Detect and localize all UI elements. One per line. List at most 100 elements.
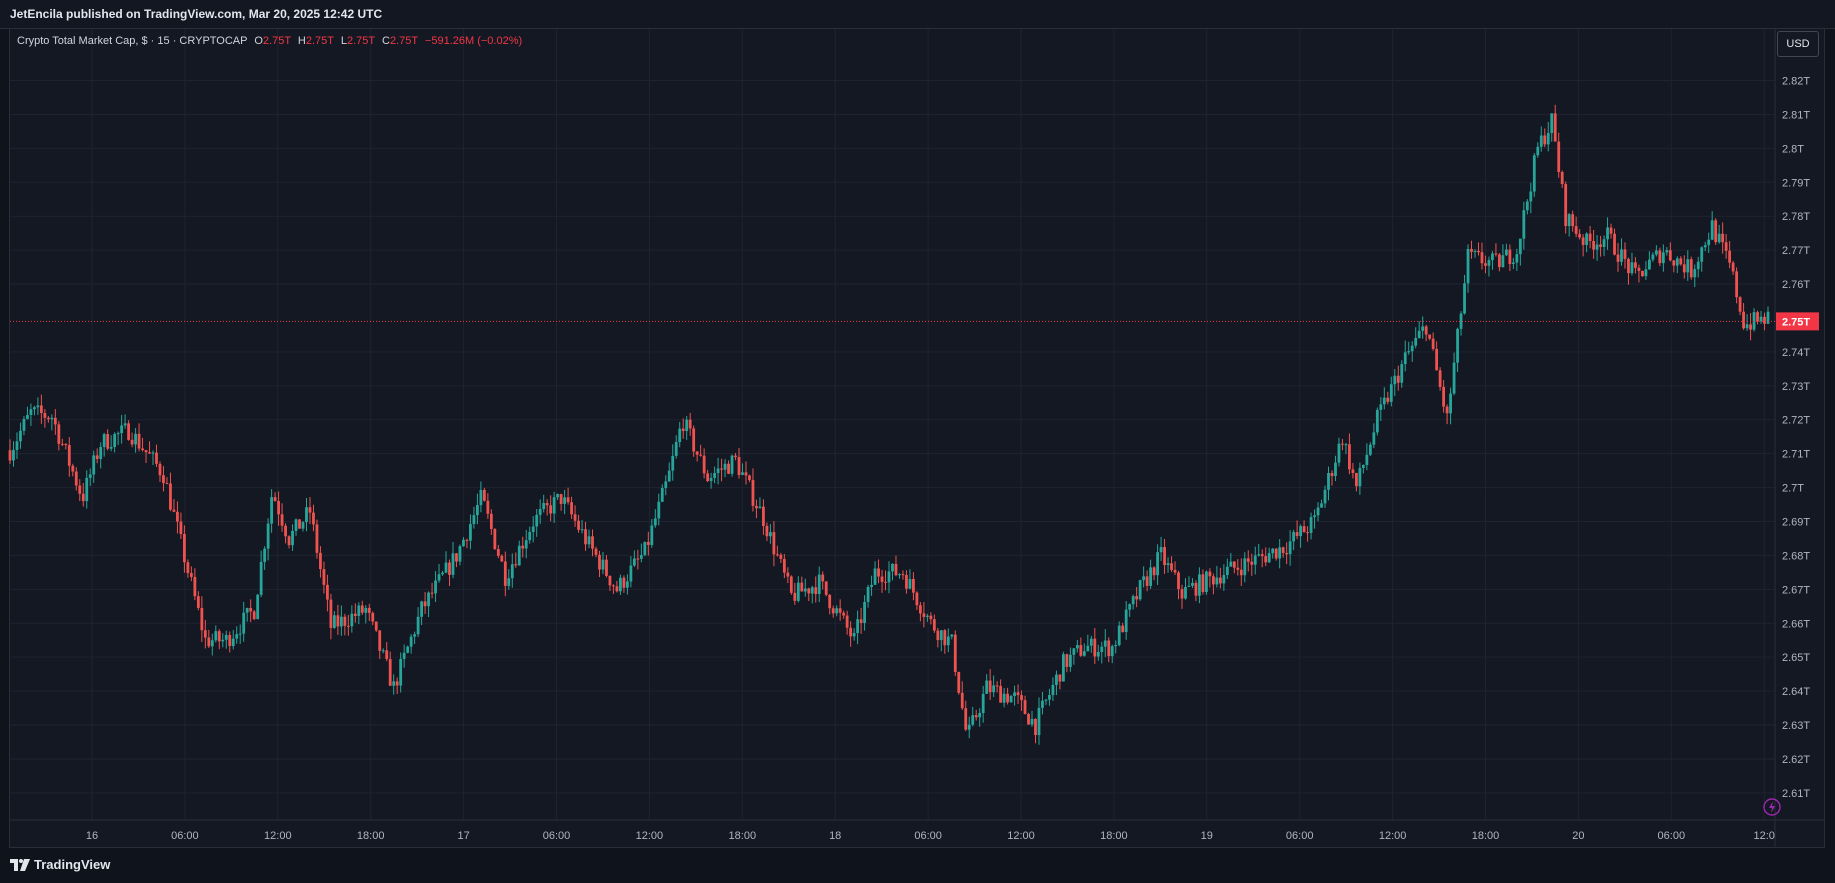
tradingview-wordmark: TradingView <box>34 857 111 872</box>
candle-body <box>782 558 786 573</box>
candle-body <box>866 586 870 602</box>
candle-body <box>1177 572 1180 590</box>
candle-body <box>29 409 33 415</box>
candle-body <box>584 529 587 545</box>
currency-button[interactable]: USD <box>1777 31 1819 57</box>
candle-body <box>1438 370 1442 387</box>
candle-body <box>632 558 636 566</box>
candle-body <box>1128 604 1132 610</box>
candle-body <box>162 475 165 484</box>
candle-body <box>905 575 908 589</box>
candle-body <box>807 588 811 594</box>
price-tick-label: 2.74T <box>1782 347 1810 359</box>
candle-body <box>615 586 619 592</box>
candle-body <box>266 523 270 549</box>
candle-body <box>1048 695 1051 700</box>
candle-body <box>1027 714 1030 725</box>
candle-body <box>451 553 455 575</box>
candle-body <box>1532 155 1536 192</box>
candle-body <box>681 428 685 432</box>
publish-line: JetEncila published on TradingView.com, … <box>10 7 383 21</box>
candle-body <box>1536 146 1540 156</box>
candle-body <box>357 605 361 616</box>
time-tick-label: 18:00 <box>357 830 385 842</box>
candle-body <box>1470 248 1473 252</box>
candle-body <box>786 572 790 577</box>
candle-body <box>570 502 573 515</box>
price-tick-label: 2.71T <box>1782 449 1810 461</box>
candle-body <box>646 541 650 545</box>
candle-body <box>388 659 392 686</box>
candle-body <box>1103 640 1107 647</box>
candle-body <box>245 607 249 613</box>
candle-body <box>769 532 772 537</box>
candle-body <box>489 513 493 529</box>
candle-body <box>1225 566 1229 575</box>
candle-body <box>981 693 985 714</box>
candle-body <box>1654 250 1658 255</box>
candle-body <box>444 562 448 573</box>
candle-body <box>775 554 779 556</box>
candle-body <box>339 616 343 627</box>
candle-body <box>1724 242 1728 251</box>
candle-body <box>762 506 765 526</box>
candle-body <box>912 578 915 593</box>
candle-body <box>1539 135 1543 147</box>
candle-body <box>263 548 267 562</box>
candle-body <box>744 472 748 476</box>
candle-body <box>852 633 856 637</box>
last-price-badge-bg <box>1776 312 1819 331</box>
candle-body <box>346 625 350 627</box>
candle-body <box>1501 255 1505 268</box>
candle-body <box>301 522 305 529</box>
chart-pane[interactable] <box>9 28 1825 848</box>
candle-body <box>1082 651 1086 656</box>
candle-body <box>1511 262 1515 265</box>
candle-body <box>1421 326 1425 331</box>
candle-body <box>720 468 723 470</box>
candle-body <box>482 489 486 501</box>
candle-body <box>894 563 898 576</box>
candle-body <box>880 576 884 582</box>
candle-body <box>1518 238 1522 255</box>
candle-body <box>315 524 319 553</box>
candle-body <box>978 713 982 718</box>
candle-body <box>925 615 929 617</box>
candle-body <box>772 532 776 555</box>
candle-body <box>577 520 580 530</box>
candle-body <box>1585 233 1589 245</box>
candle-body <box>81 493 85 502</box>
candle-body <box>1494 253 1498 255</box>
candle-body <box>1253 555 1257 565</box>
symbol-name[interactable]: Crypto Total Market Cap, $ · 15 · CRYPTO… <box>17 35 248 47</box>
candle-body <box>1564 184 1568 227</box>
candle-body <box>1417 330 1421 338</box>
footer-bar <box>0 848 1835 883</box>
time-tick-label: 06:00 <box>914 830 942 842</box>
candle-body <box>1041 700 1044 708</box>
candle-body <box>395 681 399 686</box>
candle-body <box>1703 245 1707 248</box>
candle-body <box>755 505 758 509</box>
candle-body <box>291 530 294 546</box>
tradingview-logo[interactable]: TradingView <box>10 857 110 872</box>
candle-body <box>653 518 657 526</box>
candle-body <box>1379 404 1383 410</box>
candle-body <box>367 607 371 613</box>
candle-body <box>1309 517 1313 533</box>
price-axis: 2.82T 2.81T 2.8T 2.79T 2.78T 2.77T 2.76T 2.74T 2… <box>1782 76 1810 800</box>
candle-body <box>308 507 312 513</box>
candle-body <box>1560 171 1564 185</box>
candle-body <box>1613 233 1616 255</box>
candle-body <box>172 509 176 512</box>
candle-body <box>92 455 96 475</box>
candle-body <box>26 414 29 419</box>
candle-body <box>1211 576 1215 585</box>
candle-body <box>273 497 277 501</box>
candle-body <box>203 630 207 638</box>
time-tick-label: 18:00 <box>1472 830 1500 842</box>
candle-body <box>1644 269 1648 277</box>
candle-body <box>1323 489 1327 504</box>
candle-body <box>1107 640 1111 657</box>
